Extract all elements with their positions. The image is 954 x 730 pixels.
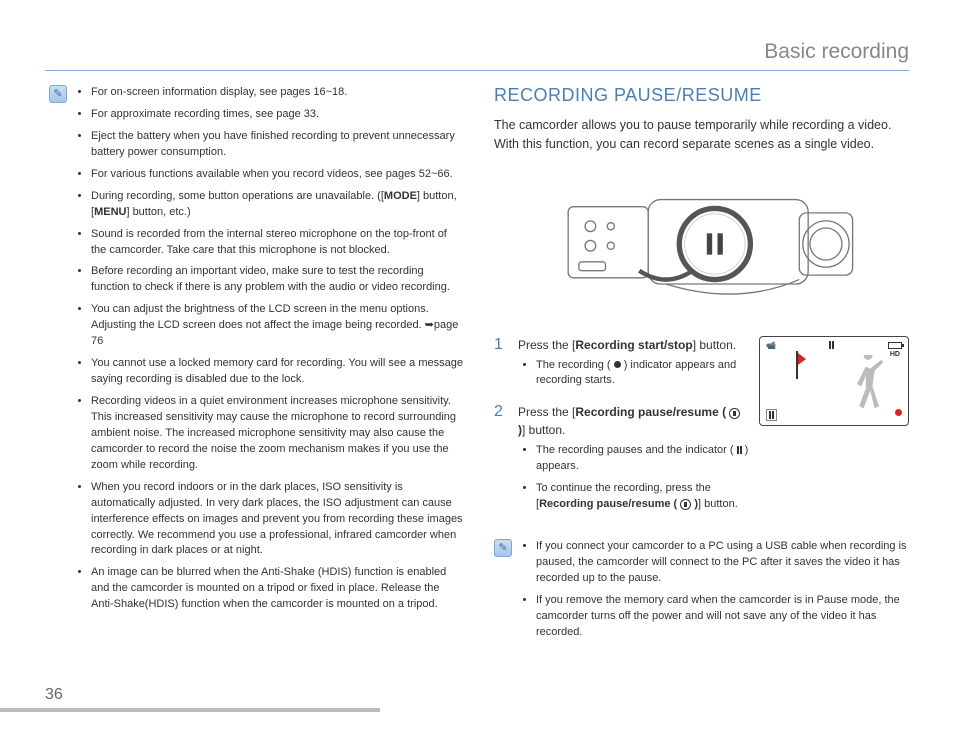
right-bullet-list: If you connect your camcorder to a PC us… — [518, 539, 909, 647]
note-icon: ✎ — [49, 85, 67, 103]
note-item: When you record indoors or in the dark p… — [91, 480, 464, 560]
note-item: Before recording an important video, mak… — [91, 264, 464, 296]
step-sub-item: The recording pauses and the indicator (… — [536, 443, 749, 475]
pause-bottom-icon — [766, 409, 777, 421]
manual-page: Basic recording ✎ For on-screen informat… — [0, 0, 954, 730]
hd-icon: HD — [890, 351, 900, 358]
step-sub-list: The recording ( ) indicator appears and … — [518, 358, 749, 390]
note-item: An image can be blurred when the Anti-Sh… — [91, 565, 464, 613]
step: 1 Press the [Recording start/stop] button… — [494, 336, 749, 396]
step-sub-item: The recording ( ) indicator appears and … — [536, 358, 749, 390]
page-number: 36 — [45, 686, 63, 704]
stby-icon: 📹 — [766, 341, 776, 350]
note-item: For various functions available when you… — [91, 167, 464, 183]
left-column: ✎ For on-screen information display, see… — [45, 85, 464, 647]
note-item: For approximate recording times, see pag… — [91, 107, 464, 123]
section-title: RECORDING PAUSE/RESUME — [494, 85, 909, 106]
step-body: Press the [Recording start/stop] button.… — [518, 336, 749, 396]
lcd-preview: 📹 HD — [759, 336, 909, 426]
golfer-silhouette — [846, 355, 890, 411]
step-body: Press the [Recording pause/resume ( )] b… — [518, 403, 749, 519]
step: 2 Press the [Recording pause/resume ( )] … — [494, 403, 749, 519]
step-sub-list: The recording pauses and the indicator (… — [518, 443, 749, 513]
note-item: You can adjust the brightness of the LCD… — [91, 302, 464, 350]
note-item: You cannot use a locked memory card for … — [91, 356, 464, 388]
left-note-block: ✎ For on-screen information display, see… — [49, 85, 464, 619]
step-number: 1 — [494, 336, 508, 354]
battery-icon — [888, 342, 902, 349]
camcorder-illustration — [494, 164, 909, 324]
note-item: During recording, some button operations… — [91, 189, 464, 221]
note-icon: ✎ — [494, 539, 512, 557]
page-header: Basic recording — [45, 40, 909, 71]
note-item: If you remove the memory card when the c… — [536, 593, 909, 641]
right-column: RECORDING PAUSE/RESUME The camcorder all… — [494, 85, 909, 647]
step-sub-item: To continue the recording, press the [Re… — [536, 481, 749, 513]
right-note-block: ✎ If you connect your camcorder to a PC … — [494, 539, 909, 647]
flag-icon — [798, 353, 806, 365]
pause-indicator-icon — [829, 341, 834, 350]
note-item: Sound is recorded from the internal ster… — [91, 227, 464, 259]
intro-text: The camcorder allows you to pause tempor… — [494, 116, 909, 154]
note-item: If you connect your camcorder to a PC us… — [536, 539, 909, 587]
step-number: 2 — [494, 403, 508, 421]
note-item: Recording videos in a quiet environment … — [91, 394, 464, 474]
note-item: Eject the battery when you have finished… — [91, 129, 464, 161]
rec-dot-icon — [895, 409, 902, 416]
note-item: For on-screen information display, see p… — [91, 85, 464, 101]
content-columns: ✎ For on-screen information display, see… — [45, 85, 909, 647]
left-bullet-list: For on-screen information display, see p… — [73, 85, 464, 619]
